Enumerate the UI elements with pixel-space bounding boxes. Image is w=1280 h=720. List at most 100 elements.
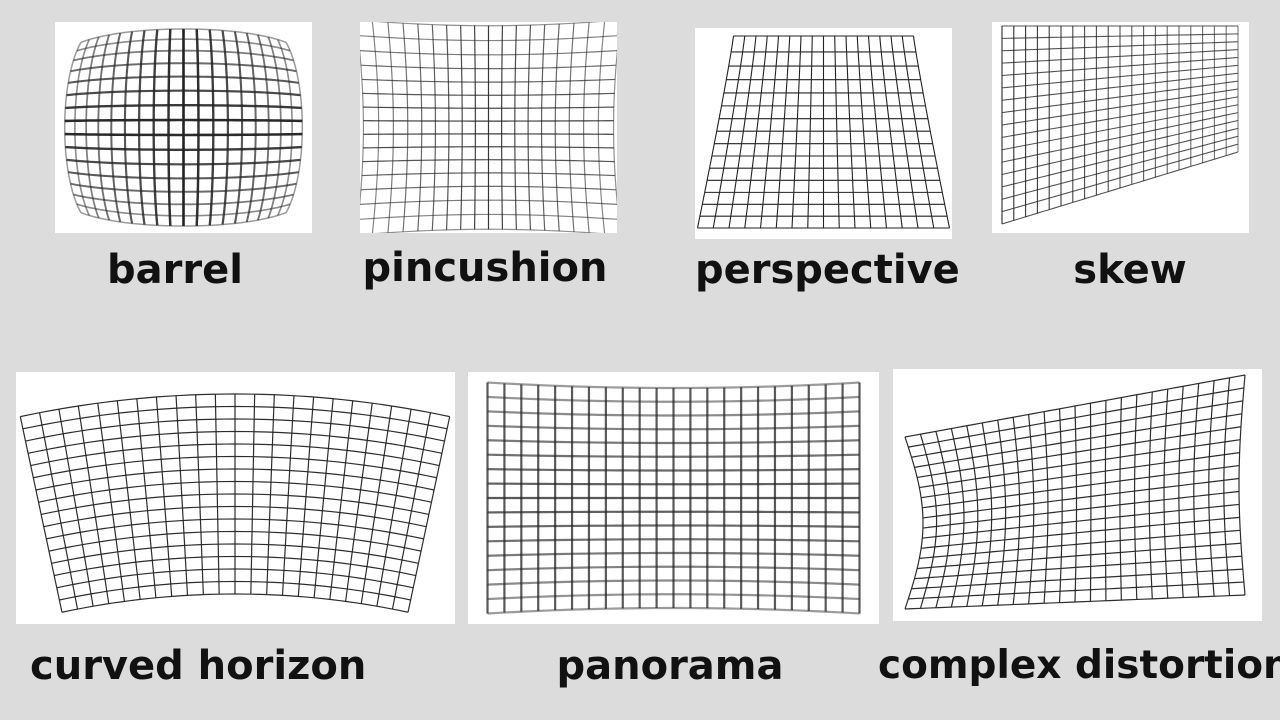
grid-line <box>46 518 424 540</box>
panorama-grid-graphic <box>486 381 861 615</box>
grid-line <box>80 28 287 44</box>
grid-line <box>554 23 560 232</box>
grid-line <box>431 24 437 231</box>
grid-line <box>1001 88 1239 126</box>
grid-line <box>1163 389 1169 599</box>
grid-line <box>360 48 365 207</box>
grid-line <box>363 146 614 149</box>
grid-line <box>867 35 888 229</box>
grid-line <box>1001 143 1239 213</box>
grid-line <box>1001 64 1239 89</box>
grid-line <box>487 424 860 431</box>
grid-line <box>856 35 872 229</box>
grid-line <box>66 89 301 97</box>
grid-line <box>65 104 302 110</box>
complex-distortion-grid-panel <box>893 369 1262 621</box>
grid-line <box>1133 394 1138 600</box>
grid-line <box>487 593 860 601</box>
grid-line <box>1119 397 1122 601</box>
grid-line <box>51 543 419 564</box>
grid-line <box>460 25 463 230</box>
grid-line <box>233 31 244 224</box>
grid-line <box>919 529 1241 560</box>
curved-horizon-label: curved horizon <box>30 643 367 689</box>
grid-line <box>514 25 517 230</box>
grid-line <box>922 464 1240 509</box>
grid-line <box>54 555 416 577</box>
grid-line <box>487 538 860 543</box>
pincushion-grid-graphic <box>360 22 617 233</box>
grid-line <box>257 34 270 221</box>
grid-line <box>1001 72 1239 101</box>
pincushion-label: pincushion <box>362 245 608 291</box>
grid-line <box>41 493 429 516</box>
grid-line <box>74 39 91 216</box>
grid-line <box>20 393 450 418</box>
grid-line <box>597 22 606 233</box>
grid-line <box>68 171 299 180</box>
grid-line <box>445 25 450 230</box>
grid-line <box>845 35 856 229</box>
complex-distortion-label: complex distortion <box>878 643 1280 688</box>
grid-line <box>834 35 840 229</box>
grid-line <box>65 145 302 151</box>
grid-line <box>59 580 411 601</box>
grid-line <box>361 172 616 177</box>
grid-line <box>1001 119 1239 176</box>
grid-line <box>922 490 1240 529</box>
grid-line <box>70 182 297 193</box>
grid-line <box>66 158 301 166</box>
grid-line <box>362 92 615 96</box>
grid-line <box>221 30 230 225</box>
grid-line <box>33 455 437 479</box>
grid-line <box>61 593 409 613</box>
grid-line <box>1223 377 1231 596</box>
grid-line <box>981 422 993 606</box>
panorama-grid-panel <box>468 372 879 624</box>
skew-grid-graphic <box>1001 25 1239 225</box>
grid-line <box>1043 411 1049 604</box>
grid-line <box>487 468 860 472</box>
grid-line <box>361 78 616 83</box>
grid-line <box>911 400 1243 458</box>
grid-line <box>696 35 735 229</box>
pincushion-grid-panel <box>360 22 617 233</box>
grid-line <box>110 32 122 223</box>
barrel-grid-panel <box>55 22 312 233</box>
complex-distortion-grid-graphic <box>904 374 1246 610</box>
grid-line <box>27 430 443 454</box>
grid-line <box>922 477 1240 519</box>
grid-line <box>487 453 860 458</box>
grid-line <box>363 106 614 109</box>
grid-line <box>904 436 924 610</box>
grid-line <box>276 39 293 216</box>
grid-line <box>612 48 617 207</box>
grid-line <box>908 387 1245 448</box>
grid-line <box>1104 400 1107 601</box>
grid-line <box>921 452 1240 499</box>
grid-line <box>744 35 768 229</box>
grid-line <box>1208 380 1215 597</box>
grid-line <box>917 542 1242 570</box>
grid-line <box>890 35 919 229</box>
grid-line <box>487 482 860 486</box>
grid-line <box>914 413 1242 468</box>
panorama-label: panorama <box>556 643 784 689</box>
grid-line <box>807 35 813 229</box>
grid-line <box>1001 96 1239 138</box>
grid-line <box>1001 135 1239 200</box>
grid-line <box>904 374 1246 438</box>
grid-line <box>487 439 860 445</box>
grid-line <box>997 420 1007 606</box>
skew-grid-panel <box>992 22 1249 233</box>
grid-line <box>68 75 299 84</box>
grid-line <box>63 42 82 213</box>
grid-line <box>487 510 860 514</box>
skew-label: skew <box>1073 247 1187 293</box>
grid-line <box>80 211 287 227</box>
grid-line <box>56 568 414 589</box>
grid-line <box>360 185 617 191</box>
grid-line <box>76 38 291 52</box>
perspective-label: perspective <box>695 247 960 293</box>
perspective-grid-panel <box>695 28 952 239</box>
